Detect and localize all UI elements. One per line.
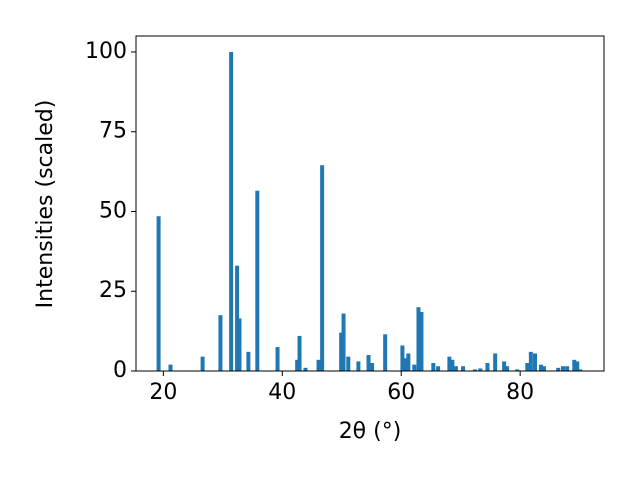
bar — [556, 367, 561, 371]
bar — [493, 353, 498, 371]
bar — [400, 345, 405, 371]
x-tick-label: 40 — [268, 380, 296, 405]
bar — [485, 363, 490, 371]
bar — [525, 363, 530, 371]
bar — [297, 335, 302, 371]
bar — [246, 351, 251, 371]
bar — [237, 318, 242, 371]
bar — [320, 165, 325, 371]
bar — [436, 366, 441, 371]
bar — [200, 356, 205, 371]
bar — [447, 356, 452, 371]
bar — [366, 355, 371, 371]
x-axis-label: 2θ (°) — [339, 419, 402, 444]
bar — [472, 369, 477, 371]
bar — [453, 366, 458, 371]
bar — [295, 359, 300, 371]
bar — [478, 368, 483, 371]
bar — [541, 366, 546, 371]
bar — [565, 366, 570, 371]
bar — [235, 265, 240, 371]
bar — [412, 364, 417, 371]
bar — [346, 356, 351, 371]
bar — [218, 315, 223, 371]
y-tick-label: 50 — [99, 198, 127, 223]
bar — [383, 334, 388, 371]
bar — [255, 190, 260, 371]
x-tick-label: 80 — [506, 380, 534, 405]
plot-frame — [135, 35, 605, 372]
bar — [316, 359, 321, 371]
bar — [560, 366, 565, 371]
y-tick-label: 75 — [99, 119, 127, 144]
bar — [356, 361, 361, 371]
bar — [341, 313, 346, 371]
bar — [168, 364, 173, 371]
bar — [416, 307, 421, 371]
y-tick-label: 0 — [113, 358, 127, 383]
bar — [575, 361, 580, 371]
y-tick-label: 25 — [99, 278, 127, 303]
bar — [502, 361, 507, 371]
bar — [538, 364, 543, 371]
x-tick-label: 20 — [149, 380, 177, 405]
y-tick-label: 100 — [85, 39, 127, 64]
bar — [403, 358, 408, 371]
bar — [572, 359, 577, 371]
bar — [370, 363, 375, 371]
bar — [578, 369, 583, 371]
bar — [419, 311, 424, 371]
y-axis-label: Intensities (scaled) — [33, 100, 58, 309]
bar — [533, 353, 538, 371]
bar — [450, 359, 455, 371]
bar — [461, 366, 466, 371]
bar — [528, 351, 533, 371]
bar — [406, 353, 411, 371]
bar — [303, 367, 308, 371]
bar — [339, 332, 344, 371]
bar — [275, 347, 280, 371]
bar — [431, 363, 436, 371]
bar — [156, 216, 161, 371]
bar — [229, 51, 234, 371]
bar — [505, 366, 510, 371]
bar — [515, 369, 520, 371]
x-tick-label: 60 — [387, 380, 415, 405]
